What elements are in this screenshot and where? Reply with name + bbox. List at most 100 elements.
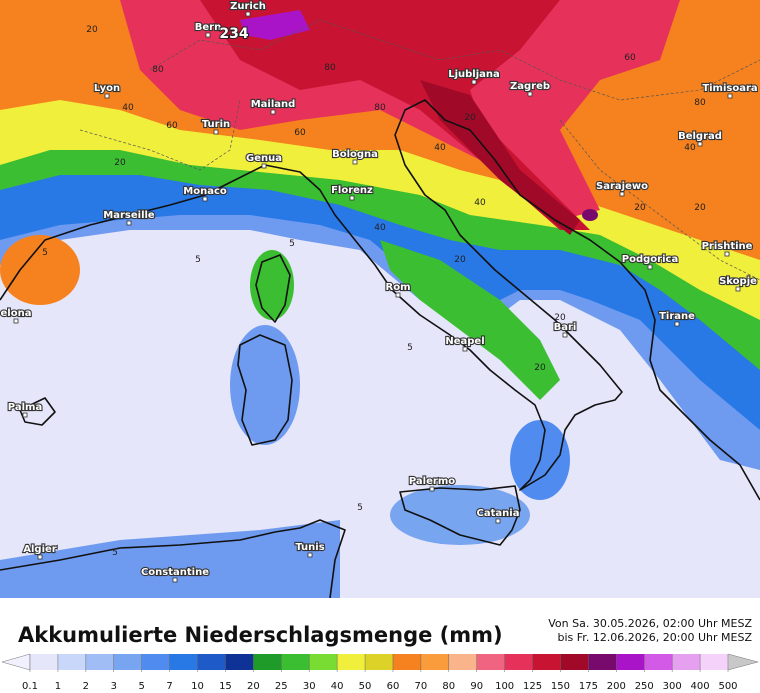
contour-label: 5 [195,255,201,265]
city-label: Ljubljana [448,69,500,80]
legend-tick-label: 30 [303,681,316,692]
legend-tick-label: 15 [219,681,232,692]
city-marker [527,91,533,97]
legend-swatch [700,654,729,670]
legend-tick-label: 125 [523,681,542,692]
city-marker [202,196,208,202]
legend-swatch [616,654,645,670]
city-label: Bari [554,322,577,333]
city-label: Lyon [94,83,120,94]
contour-label: 5 [42,248,48,258]
legend-swatch [532,654,561,670]
legend-tick-label: 2 [83,681,89,692]
legend-swatch [365,654,394,670]
legend-tick-label: 60 [387,681,400,692]
city-label: elona [1,308,32,319]
legend-tick-label: 0.1 [22,681,38,692]
legend-tick-label: 250 [635,681,654,692]
city-marker [395,292,401,298]
legend-tick-label: 40 [331,681,344,692]
city-marker [261,163,267,169]
legend-tick-label: 20 [247,681,260,692]
legend-tick-label: 90 [470,681,483,692]
contour-label: 60 [624,53,636,63]
city-label: Sarajewo [596,181,648,192]
contour-label: 5 [357,503,363,513]
city-label: Prishtine [702,241,753,252]
contour-label: 40 [434,143,446,153]
city-label: Bologna [332,149,378,160]
city-marker [205,32,211,38]
legend-tick-label: 1 [55,681,61,692]
contour-label: 20 [454,255,466,265]
city-marker [619,191,625,197]
city-marker [13,318,19,324]
legend-tick-label: 400 [691,681,710,692]
city-label: Tunis [295,542,324,553]
contour-label: 20 [464,113,476,123]
city-marker [172,577,178,583]
legend-tick-label: 5 [138,681,144,692]
legend-tick-label: 70 [415,681,428,692]
city-marker [562,332,568,338]
legend-swatch [30,654,59,670]
legend-tick-label: 3 [111,681,117,692]
city-label: Genua [246,153,282,164]
contour-label: 80 [374,103,386,113]
legend-tick-label: 200 [607,681,626,692]
legend-swatch [672,654,701,670]
city-label: Palermo [409,476,455,487]
contour-label: 60 [294,128,306,138]
city-label: Algier [23,544,57,555]
city-marker [245,11,251,17]
contour-label: 20 [86,25,98,35]
contour-label: 40 [122,103,134,113]
city-marker [352,159,358,165]
legend-tick-label: 150 [551,681,570,692]
legend-swatch [588,654,617,670]
legend-tick-label: 300 [663,681,682,692]
legend-tick-label: 7 [166,681,172,692]
city-label: Tirane [659,311,695,322]
city-marker [37,554,43,560]
city-marker [697,141,703,147]
contour-label: 20 [534,363,546,373]
city-marker [126,220,132,226]
contour-label: 80 [694,98,706,108]
contour-label: 5 [112,548,118,558]
city-label: Constantine [141,567,209,578]
legend-swatch [141,654,171,670]
legend-swatch [253,654,282,670]
contour-label: 40 [374,223,386,233]
city-label: Turin [202,119,230,130]
city-label: Timisoara [702,83,757,94]
legend-tick-label: 175 [579,681,598,692]
city-marker [462,346,468,352]
legend-tick-label: 25 [275,681,288,692]
city-marker [429,486,435,492]
contour-label: 40 [684,143,696,153]
contour-label: 20 [114,158,126,168]
legend-title: Akkumulierte Niederschlagsmenge (mm) [18,623,503,647]
legend-swatch [476,654,506,670]
city-marker [724,251,730,257]
contour-label: 20 [694,203,706,213]
legend: Akkumulierte Niederschlagsmenge (mm) Von… [0,598,760,693]
legend-swatch [504,654,534,670]
legend-tick-label: 500 [718,681,737,692]
city-label: Mailand [251,99,296,110]
city-marker [349,195,355,201]
city-marker [727,93,733,99]
period-start: Von Sa. 30.05.2026, 02:00 Uhr MESZ [548,617,752,630]
legend-swatch [225,654,254,670]
legend-tick-label: 100 [495,681,514,692]
city-label: Bern [195,22,221,33]
max-value-label: 234 [219,26,248,42]
legend-swatch [448,654,478,670]
contour-label: 40 [474,198,486,208]
contour-label: 5 [407,343,413,353]
city-label: Neapel [445,336,484,347]
contour-label: 20 [554,313,566,323]
contour-label: 60 [166,121,178,131]
legend-swatch [169,654,199,670]
